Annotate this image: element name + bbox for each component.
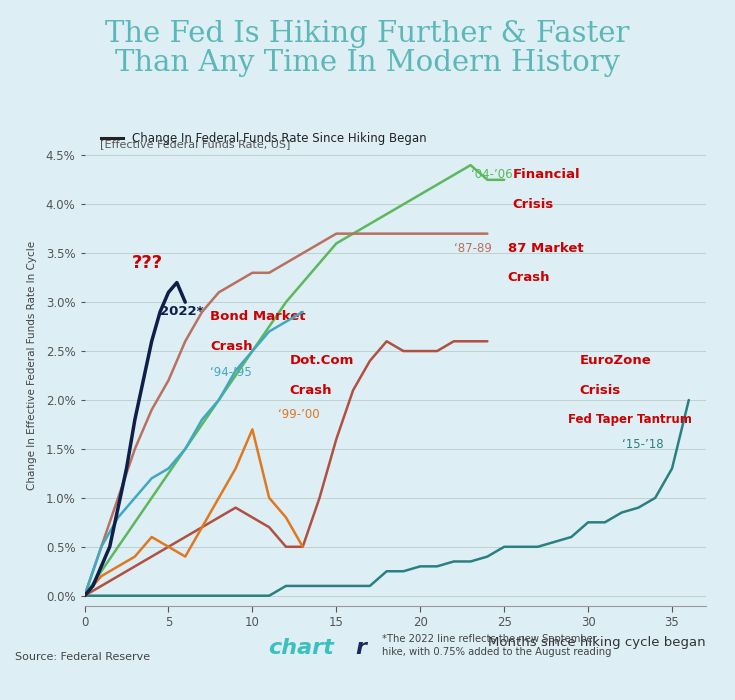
Text: Crisis: Crisis	[580, 384, 621, 397]
Text: chart: chart	[268, 638, 334, 658]
Text: Crash: Crash	[290, 384, 331, 397]
Text: hike, with 0.75% added to the August reading: hike, with 0.75% added to the August rea…	[382, 647, 612, 657]
Text: 2022*: 2022*	[160, 305, 204, 318]
Text: ???: ???	[132, 254, 162, 272]
Text: Dot.Com: Dot.Com	[290, 354, 354, 368]
Text: ‘15-’18: ‘15-’18	[622, 438, 663, 451]
Text: ‘94-’95: ‘94-’95	[210, 366, 252, 379]
Text: Crisis: Crisis	[512, 198, 553, 211]
Text: The Fed Is Hiking Further & Faster: The Fed Is Hiking Further & Faster	[105, 20, 630, 48]
Text: ‘99-’00: ‘99-’00	[278, 408, 319, 421]
Text: 87 Market: 87 Market	[508, 241, 583, 255]
Text: EuroZone: EuroZone	[580, 354, 651, 368]
X-axis label: Months since hiking cycle began: Months since hiking cycle began	[488, 636, 706, 649]
Text: r: r	[355, 638, 366, 658]
Text: Fed Taper Tantrum: Fed Taper Tantrum	[568, 413, 692, 426]
Text: Financial: Financial	[512, 169, 580, 181]
Text: Crash: Crash	[210, 340, 253, 353]
Text: Source: Federal Reserve: Source: Federal Reserve	[15, 652, 150, 662]
Legend: Change In Federal Funds Rate Since Hiking Began: Change In Federal Funds Rate Since Hikin…	[96, 127, 431, 150]
Text: ‘04-’06: ‘04-’06	[470, 169, 512, 181]
Text: ‘87-89: ‘87-89	[453, 241, 492, 255]
Text: [Effective Federal Funds Rate, US]: [Effective Federal Funds Rate, US]	[100, 139, 290, 149]
Text: *The 2022 line reflects the new September: *The 2022 line reflects the new Septembe…	[382, 634, 597, 644]
Text: Bond Market: Bond Market	[210, 310, 306, 323]
Text: Than Any Time In Modern History: Than Any Time In Modern History	[115, 49, 620, 77]
Y-axis label: Change In Effective Federal Funds Rate In Cycle: Change In Effective Federal Funds Rate I…	[27, 241, 37, 490]
Text: Crash: Crash	[508, 271, 550, 284]
